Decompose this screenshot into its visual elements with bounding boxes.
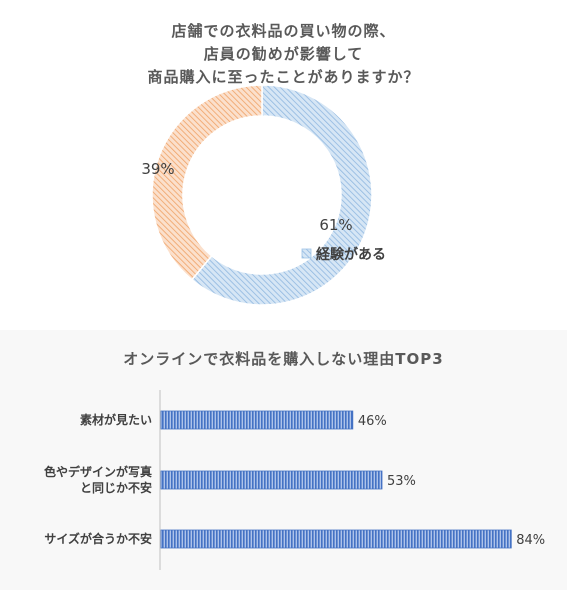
bar-category-label-1-line-1: 素材が見たい — [79, 413, 152, 427]
bar-category-label-3-line-1: サイズが合うか不安 — [44, 532, 152, 546]
donut-value-label-1: 61% — [319, 216, 352, 234]
donut-slice-1 — [190, 84, 373, 306]
donut-slice-2 — [151, 84, 263, 281]
donut-chart-title: 店舗での衣料品の買い物の際、 店員の勧めが影響して 商品購入に至ったことがありま… — [0, 20, 567, 89]
bar-category-label-2: 色やデザインが写真と同じか不安 — [44, 464, 152, 496]
donut-chart: 61% 39% 経験がある — [141, 84, 386, 306]
bar-category-label-1: 素材が見たい — [80, 412, 152, 428]
donut-title-line-1: 店舗での衣料品の買い物の際、 — [171, 22, 396, 40]
legend-label-experienced: 経験がある — [316, 246, 386, 263]
bar-value-label-1: 46% — [358, 414, 387, 429]
bar-category-label-2-line-1: 色やデザインが写真 — [43, 465, 152, 479]
legend-swatch-experienced — [301, 248, 312, 259]
donut-title-line-3: 商品購入に至ったことがありますか？ — [147, 68, 420, 86]
bar-chart-title: オンラインで衣料品を購入しない理由TOP3 — [123, 350, 444, 368]
bar-category-label-2-line-2: と同じか不安 — [79, 481, 152, 495]
bar-category-label-3: サイズが合うか不安 — [44, 531, 152, 547]
bar-2 — [160, 470, 383, 490]
donut-value-label-2: 39% — [141, 160, 174, 178]
donut-title-line-2: 店員の勧めが影響して — [203, 45, 364, 63]
bar-3 — [160, 529, 512, 549]
bar-value-label-2: 53% — [387, 474, 416, 489]
bar-value-label-3: 84% — [516, 533, 545, 548]
bar-1 — [160, 410, 354, 430]
